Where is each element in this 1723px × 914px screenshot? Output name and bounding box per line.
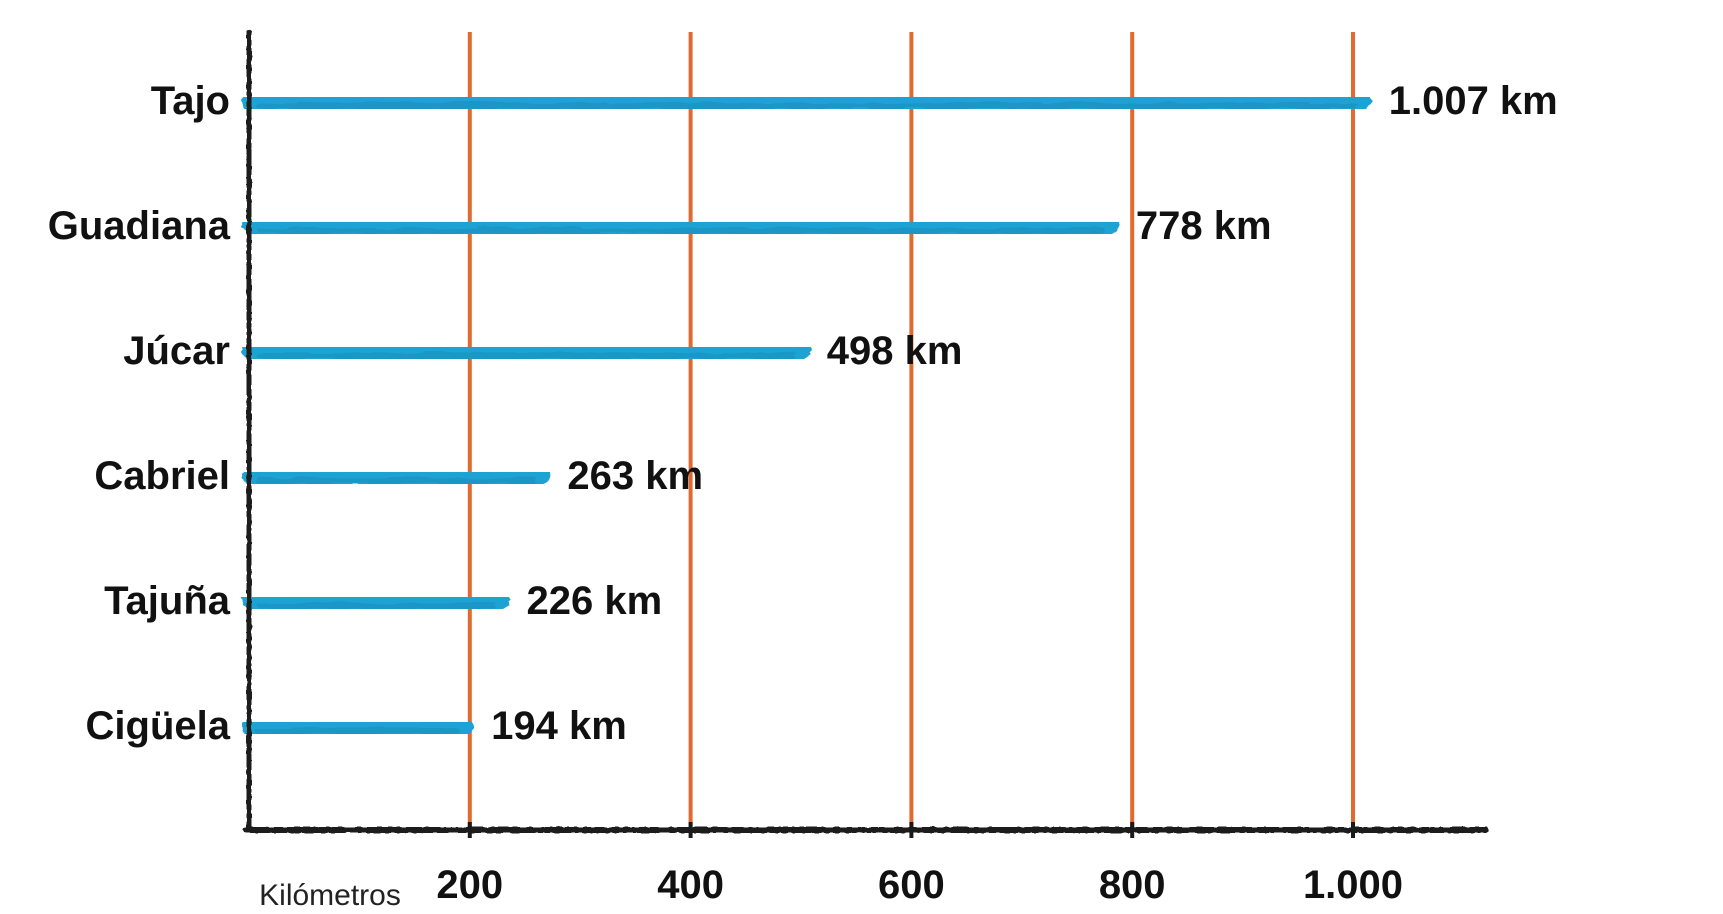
axes [243, 29, 1489, 838]
x-tick-label-1000: 1.000 [1303, 863, 1403, 907]
x-tick-label-600: 600 [878, 863, 945, 907]
bar-cigüela [242, 714, 475, 736]
grid-lines [467, 32, 1355, 830]
x-axis-title: Kilómetros [259, 879, 401, 912]
category-label-júcar: Júcar [123, 329, 230, 373]
bar-cabriel [242, 464, 551, 486]
x-tick-label-800: 800 [1099, 863, 1166, 907]
x-tick-label-200: 200 [436, 863, 503, 907]
bar-guadiana [242, 214, 1119, 236]
value-label-tajo: 1.007 km [1389, 79, 1558, 123]
category-label-tajo: Tajo [151, 79, 230, 123]
x-tick-label-400: 400 [657, 863, 724, 907]
bars [242, 89, 1372, 736]
bar-tajo [242, 89, 1372, 111]
bar-tajuña [242, 589, 510, 611]
labels: Tajo Guadiana Júcar Cabriel Tajuña Cigüela 1.0… [48, 79, 1558, 912]
value-label-tajuña: 226 km [527, 579, 663, 623]
bar-júcar [242, 339, 810, 361]
category-label-tajuña: Tajuña [104, 579, 231, 623]
value-label-cabriel: 263 km [567, 454, 703, 498]
category-label-cigüela: Cigüela [86, 704, 231, 748]
value-label-cigüela: 194 km [491, 704, 627, 748]
value-label-júcar: 498 km [827, 329, 963, 373]
category-label-cabriel: Cabriel [94, 454, 230, 498]
value-label-guadiana: 778 km [1136, 204, 1272, 248]
axis-lines [243, 29, 1489, 833]
category-label-guadiana: Guadiana [48, 204, 231, 248]
